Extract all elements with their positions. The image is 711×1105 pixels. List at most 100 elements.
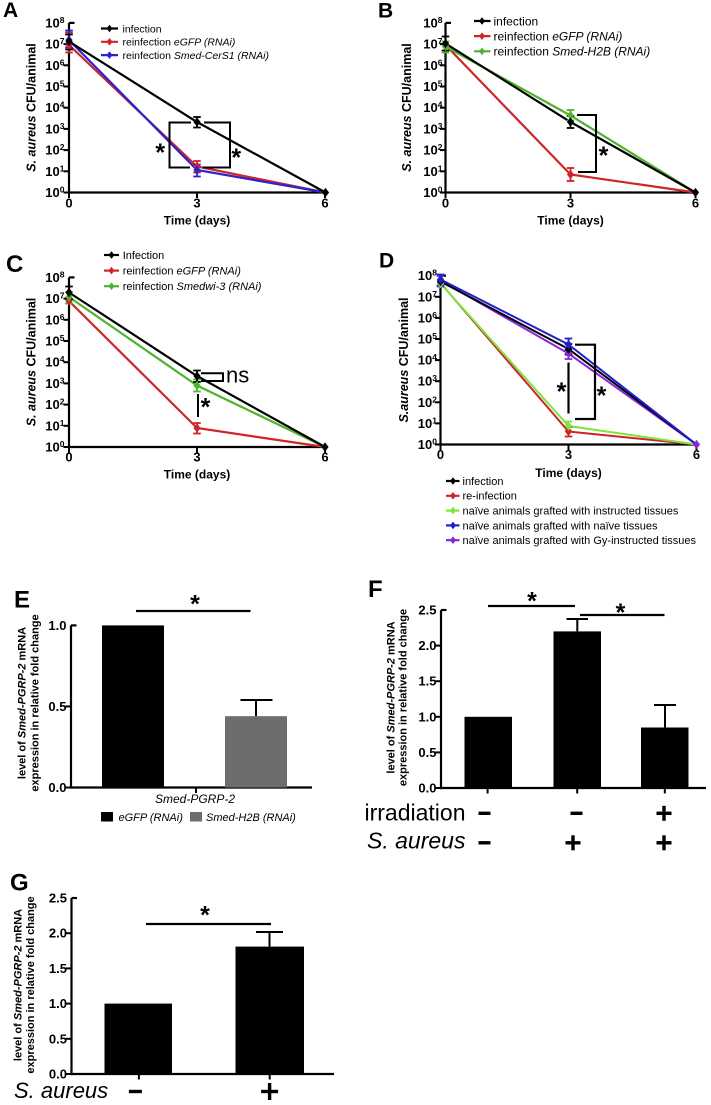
svg-text:107: 107	[45, 291, 64, 307]
svg-text:108: 108	[423, 15, 442, 31]
svg-text:105: 105	[45, 79, 64, 95]
svg-text:107: 107	[418, 289, 437, 305]
svg-text:101: 101	[423, 163, 442, 179]
svg-text:*: *	[597, 382, 607, 410]
svg-text:0: 0	[442, 196, 449, 211]
svg-text:103: 103	[423, 121, 442, 137]
svg-text:1.5: 1.5	[418, 674, 436, 689]
svg-text:108: 108	[45, 15, 64, 31]
svg-text:infection: infection	[494, 14, 539, 28]
svg-text:F: F	[368, 576, 383, 603]
svg-text:S. aureus: S. aureus	[367, 828, 466, 854]
svg-text:103: 103	[45, 121, 64, 137]
svg-text:naïve animals grafted with ins: naïve animals grafted with instructed ti…	[463, 506, 679, 518]
svg-text:re-infection: re-infection	[463, 491, 517, 503]
svg-text:102: 102	[423, 142, 442, 158]
svg-text:Time (days): Time (days)	[537, 214, 603, 228]
svg-text:2.5: 2.5	[49, 891, 67, 906]
svg-text:0: 0	[65, 196, 72, 211]
svg-text:105: 105	[45, 333, 64, 349]
svg-text:S. aureus CFU/animal: S. aureus CFU/animal	[25, 298, 39, 427]
svg-text:Infection: Infection	[123, 250, 165, 262]
svg-text:102: 102	[418, 394, 437, 410]
svg-text:1.0: 1.0	[48, 618, 66, 633]
svg-text:6: 6	[693, 447, 700, 462]
svg-text:naïve animals grafted with Gy-: naïve animals grafted with Gy-instructed…	[463, 535, 697, 547]
svg-text:105: 105	[423, 79, 442, 95]
svg-text:*: *	[616, 599, 626, 627]
svg-text:103: 103	[45, 375, 64, 391]
svg-text:*: *	[190, 591, 200, 619]
svg-text:*: *	[155, 139, 165, 167]
svg-text:reinfection eGFP (RNAi): reinfection eGFP (RNAi)	[123, 266, 242, 278]
svg-text:expression in relative fold ch: expression in relative fold change	[30, 614, 42, 791]
svg-text:107: 107	[423, 36, 442, 52]
svg-text:0.5: 0.5	[48, 699, 66, 714]
svg-text:1.0: 1.0	[418, 709, 436, 724]
svg-text:3: 3	[193, 196, 200, 211]
svg-text:expression in relative fold ch: expression in relative fold change	[398, 609, 410, 786]
svg-text:Time (days): Time (days)	[164, 468, 230, 482]
svg-text:naïve animals grafted with naï: naïve animals grafted with naïve tissues	[463, 520, 659, 532]
svg-text:S. aureus CFU/animal: S. aureus CFU/animal	[25, 43, 39, 172]
svg-text:106: 106	[45, 57, 64, 73]
svg-text:irradiation: irradiation	[365, 800, 466, 826]
svg-text:105: 105	[418, 331, 437, 347]
svg-text:2.5: 2.5	[418, 603, 436, 618]
svg-text:108: 108	[45, 269, 64, 285]
svg-text:*: *	[527, 588, 537, 616]
svg-text:0: 0	[65, 450, 72, 465]
svg-text:*: *	[200, 901, 210, 929]
svg-text:100: 100	[45, 185, 64, 201]
svg-text:1.5: 1.5	[49, 961, 67, 976]
svg-text:reinfection Smed-CerS1 (RNAi): reinfection Smed-CerS1 (RNAi)	[123, 50, 269, 62]
svg-text:infection: infection	[463, 476, 504, 488]
svg-text:S.aureus CFU/animal: S.aureus CFU/animal	[397, 297, 411, 422]
svg-text:B: B	[378, 0, 393, 23]
svg-text:0.5: 0.5	[418, 745, 436, 760]
svg-text:3: 3	[565, 447, 572, 462]
svg-text:101: 101	[45, 163, 64, 179]
svg-text:S. aureus: S. aureus	[14, 1078, 108, 1103]
svg-text:106: 106	[45, 312, 64, 328]
svg-text:104: 104	[45, 354, 64, 370]
svg-text:102: 102	[45, 397, 64, 413]
svg-text:infection: infection	[123, 23, 162, 35]
svg-text:reinfection Smed-H2B (RNAi): reinfection Smed-H2B (RNAi)	[494, 45, 651, 59]
svg-text:2.0: 2.0	[418, 638, 436, 653]
svg-text:2.0: 2.0	[49, 926, 67, 941]
svg-text:Smed-PGRP-2: Smed-PGRP-2	[155, 792, 235, 806]
svg-text:*: *	[599, 142, 609, 170]
svg-text:100: 100	[423, 185, 442, 201]
svg-text:level of Smed-PGRP-2 mRNA: level of Smed-PGRP-2 mRNA	[17, 627, 29, 779]
svg-text:106: 106	[423, 57, 442, 73]
svg-text:101: 101	[418, 415, 437, 431]
svg-text:1.0: 1.0	[49, 996, 67, 1011]
svg-text:6: 6	[321, 450, 328, 465]
svg-text:102: 102	[45, 142, 64, 158]
svg-text:0.5: 0.5	[49, 1031, 67, 1046]
svg-text:A: A	[3, 0, 18, 22]
svg-text:E: E	[14, 587, 30, 614]
svg-text:expression in relative fold ch: expression in relative fold change	[25, 896, 37, 1073]
svg-text:104: 104	[45, 100, 64, 116]
svg-text:Smed-H2B (RNAi): Smed-H2B (RNAi)	[206, 812, 296, 824]
svg-text:101: 101	[45, 418, 64, 434]
svg-text:0.0: 0.0	[48, 780, 66, 795]
svg-text:0: 0	[437, 447, 444, 462]
svg-text:reinfection eGFP (RNAi): reinfection eGFP (RNAi)	[123, 37, 236, 49]
svg-text:104: 104	[418, 352, 437, 368]
svg-text:Time (days): Time (days)	[535, 466, 601, 480]
svg-text:C: C	[6, 251, 23, 278]
svg-text:ns: ns	[226, 363, 249, 388]
svg-text:6: 6	[321, 196, 328, 211]
svg-text:eGFP (RNAi): eGFP (RNAi)	[119, 812, 184, 824]
svg-text:6: 6	[692, 196, 699, 211]
svg-text:S. aureus CFU/animal: S. aureus CFU/animal	[400, 43, 414, 172]
svg-text:0.0: 0.0	[418, 781, 436, 796]
svg-text:level of Smed-PGRP-2 mRNA: level of Smed-PGRP-2 mRNA	[13, 909, 25, 1061]
svg-text:100: 100	[418, 437, 437, 453]
svg-text:107: 107	[45, 36, 64, 52]
svg-text:D: D	[379, 250, 394, 273]
svg-text:108: 108	[418, 268, 437, 284]
